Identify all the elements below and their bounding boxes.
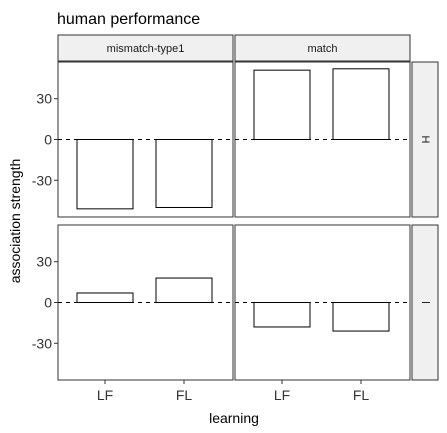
facet-panels: mismatch-type1 match Hl -30 0 30 -30 0 30 LF FL LF F… xyxy=(32,34,439,403)
bar-LF xyxy=(76,139,134,210)
x-tick-label: FL xyxy=(176,387,193,403)
x-tick-label: FL xyxy=(353,387,370,403)
y-tick-label: -30 xyxy=(32,335,52,351)
y-tick-label: 0 xyxy=(44,295,52,311)
bar-LF xyxy=(76,292,134,303)
y-tick-label: -30 xyxy=(32,172,52,188)
column-strip xyxy=(57,34,234,62)
bar-FL xyxy=(155,139,213,208)
column-strip xyxy=(234,34,411,62)
bar-LF xyxy=(253,302,311,328)
row-strip xyxy=(411,224,439,381)
row-strip-label: l xyxy=(419,301,431,303)
bar-FL xyxy=(332,302,390,332)
bar-FL xyxy=(155,277,213,303)
y-tick-label: 30 xyxy=(36,91,52,107)
bar-LF xyxy=(253,69,311,140)
y-tick-label: 0 xyxy=(44,132,52,148)
y-tick-label: 30 xyxy=(36,254,52,270)
x-tick-label: LF xyxy=(274,387,290,403)
column-strip-label: match xyxy=(308,43,338,55)
row-strip xyxy=(411,61,439,218)
x-axis-title: learning xyxy=(209,410,259,426)
y-axis-title: association strength xyxy=(7,159,23,284)
chart-title: human performance xyxy=(57,11,200,28)
column-strip-label: mismatch-type1 xyxy=(107,43,185,55)
x-tick-label: LF xyxy=(97,387,113,403)
bar-FL xyxy=(332,68,390,140)
row-strip-label: H xyxy=(419,136,431,144)
